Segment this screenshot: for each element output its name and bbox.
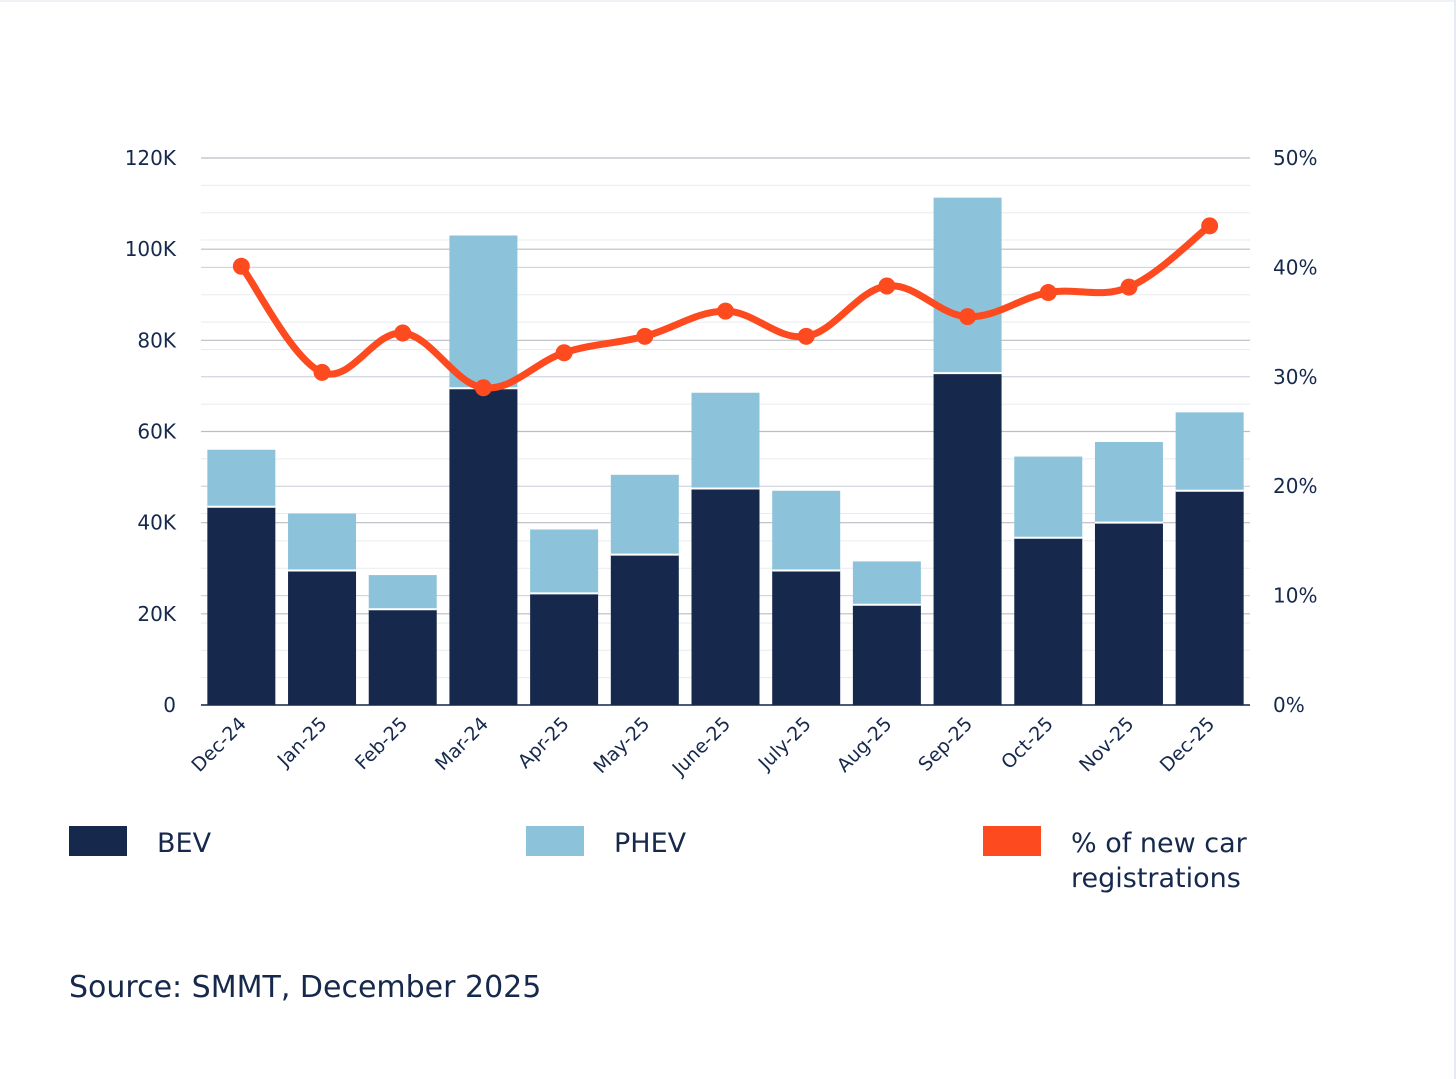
- x-tick-label: Sep-25: [914, 713, 977, 776]
- legend-item-pct: % of new car registrations: [983, 826, 1261, 896]
- phev-bar: [449, 235, 518, 389]
- legend-swatch-bev: [69, 826, 127, 856]
- phev-bar: [933, 197, 1002, 374]
- y-left-tick-label: 120K: [125, 146, 177, 170]
- x-tick-label: Dec-24: [187, 713, 251, 777]
- x-tick-label: July-25: [754, 713, 816, 775]
- pct-point: [555, 344, 573, 362]
- bev-bar: [1094, 522, 1163, 705]
- phev-bar: [530, 529, 599, 594]
- x-tick-label: Nov-25: [1075, 713, 1138, 776]
- ev-registrations-chart: 0 20K 40K 60K 80K 100K 120K 0% 10% 20% 30% 40% 50% De…: [125, 146, 1318, 780]
- phev-bar: [772, 490, 841, 571]
- x-tick-label: Feb-25: [351, 713, 412, 774]
- bev-bar: [933, 373, 1002, 705]
- phev-bar: [207, 449, 276, 507]
- legend-swatch-pct: [983, 826, 1041, 856]
- pct-point: [797, 327, 815, 345]
- x-tick-label: Aug-25: [833, 713, 897, 777]
- source-note: Source: SMMT, December 2025: [69, 970, 542, 1005]
- y-left-tick-label: 60K: [137, 420, 176, 444]
- legend-swatch-phev: [526, 826, 584, 856]
- legend-item-phev: PHEV: [526, 826, 686, 861]
- pct-point: [232, 257, 250, 275]
- bev-bar: [610, 554, 679, 705]
- pct-point: [474, 379, 492, 397]
- x-tick-label: June-25: [668, 713, 735, 780]
- legend-label-bev: BEV: [157, 828, 212, 859]
- phev-bar: [1014, 456, 1083, 538]
- pct-point: [878, 277, 896, 295]
- x-tick-label: Jan-25: [273, 713, 332, 772]
- legend-item-bev: BEV: [69, 826, 211, 861]
- y-right-tick-label: 30%: [1273, 365, 1317, 389]
- y-right-tick-label: 20%: [1273, 474, 1317, 498]
- bev-bar: [1014, 537, 1083, 705]
- y-left-tick-label: 0: [163, 693, 176, 717]
- y-right-tick-label: 10%: [1273, 584, 1317, 608]
- y-right-tick-label: 50%: [1273, 146, 1317, 170]
- x-tick-label: Oct-25: [997, 713, 1058, 774]
- pct-point: [959, 308, 977, 326]
- x-tick-label: Apr-25: [514, 713, 574, 773]
- phev-bar: [288, 513, 357, 571]
- phev-bar: [368, 575, 437, 610]
- bev-bar: [530, 593, 599, 705]
- legend-label-pct: % of new car registrations: [1071, 828, 1247, 894]
- bev-bar: [288, 570, 357, 705]
- pct-point: [1120, 278, 1138, 296]
- x-tick-label: Mar-24: [431, 713, 493, 775]
- bev-bar: [772, 570, 841, 705]
- y-right-tick-label: 0%: [1273, 693, 1305, 717]
- top-border: [0, 0, 1456, 2]
- bev-bar: [1175, 490, 1244, 705]
- y-left-tick-label: 20K: [137, 602, 176, 626]
- phev-bar: [691, 392, 760, 489]
- pct-point: [1039, 284, 1057, 302]
- y-left-tick-label: 100K: [125, 237, 177, 261]
- phev-bar: [1094, 441, 1163, 523]
- pct-point: [394, 324, 412, 342]
- bev-bar: [691, 488, 760, 705]
- legend-label-phev: PHEV: [614, 828, 687, 859]
- x-tick-label: Dec-25: [1156, 713, 1220, 777]
- pct-point: [717, 302, 734, 320]
- pct-point: [313, 363, 331, 381]
- bev-bar: [852, 604, 921, 705]
- phev-bar: [610, 474, 679, 555]
- bev-bar: [207, 506, 276, 705]
- y-left-tick-label: 80K: [137, 328, 176, 352]
- phev-bar: [1175, 412, 1244, 491]
- pct-point: [636, 327, 654, 345]
- pct-point: [1201, 217, 1219, 235]
- phev-bar: [852, 561, 921, 605]
- right-border: [1454, 0, 1456, 1079]
- y-left-tick-label: 40K: [137, 511, 176, 535]
- y-right-tick-label: 40%: [1273, 255, 1317, 279]
- bev-bar: [449, 388, 518, 705]
- x-tick-label: May-25: [589, 713, 654, 778]
- bev-bar: [368, 609, 437, 705]
